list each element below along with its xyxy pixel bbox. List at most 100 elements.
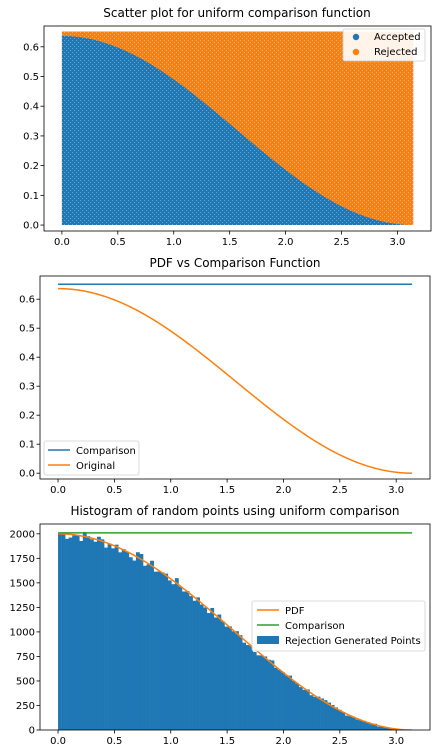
hist-legend: PDF Comparison Rejection Generated Point… — [251, 600, 426, 652]
y-tick-label: 750 — [16, 652, 35, 663]
x-tick-label: 0.5 — [106, 736, 122, 747]
hist-frame — [39, 523, 431, 731]
pdf-lines — [58, 283, 413, 474]
hist-lines — [58, 532, 413, 730]
histogram-bar — [373, 723, 378, 730]
x-tick-label: 3.0 — [388, 736, 404, 747]
x-tick-label: 1.5 — [222, 237, 238, 248]
pdf-xticks: 0.0 0.5 1.0 1.5 2.0 2.5 3.0 — [50, 479, 404, 496]
x-tick-label: 2.0 — [278, 237, 294, 248]
histogram-bar — [305, 689, 310, 730]
legend-comparison2-label: Comparison — [285, 621, 345, 632]
y-tick-label: 250 — [16, 701, 35, 712]
histogram-bar — [231, 631, 236, 730]
histogram-bar — [89, 539, 94, 730]
y-tick-label: 0.4 — [19, 353, 35, 364]
histogram-bar — [277, 669, 282, 730]
histogram-bar — [330, 704, 335, 730]
y-tick-label: 1750 — [10, 554, 35, 565]
histogram-bar — [266, 659, 271, 730]
histogram-bar — [58, 533, 62, 730]
histogram-bar — [79, 540, 84, 730]
histogram-bar — [366, 721, 370, 730]
histogram-bar — [355, 719, 360, 730]
y-tick-label: 0.2 — [23, 161, 39, 172]
histogram-bar — [228, 626, 232, 730]
hist-title: Histogram of random points using uniform… — [70, 504, 399, 518]
hist-xticks: 0.0 0.5 1.0 1.5 2.0 2.5 3.0 — [50, 730, 404, 747]
scatter-title: Scatter plot for uniform comparison func… — [103, 6, 370, 20]
y-tick-label: 1250 — [10, 603, 35, 614]
histogram-bar — [93, 541, 98, 730]
histogram-bar — [181, 591, 186, 730]
histogram-bar — [337, 709, 342, 730]
x-tick-label: 0.0 — [50, 736, 66, 747]
histogram-bar — [111, 548, 115, 730]
histogram-bar — [114, 544, 119, 730]
x-tick-label: 0.0 — [54, 237, 70, 248]
histogram-bar — [362, 720, 367, 730]
x-tick-label: 1.0 — [163, 485, 179, 496]
histogram-bar — [309, 695, 314, 730]
legend-rejected-label: Rejected — [374, 47, 418, 58]
histogram-bar — [344, 715, 349, 730]
x-tick-label: 3.0 — [388, 485, 404, 496]
hist-bars — [58, 531, 413, 730]
histogram-bar — [242, 642, 247, 730]
x-tick-label: 2.5 — [332, 736, 348, 747]
series-line-pdf — [58, 533, 413, 730]
x-tick-label: 2.5 — [332, 485, 348, 496]
histogram-bar — [298, 687, 303, 730]
histogram-bar — [146, 564, 151, 730]
y-tick-label: 0.2 — [19, 411, 35, 422]
histogram-bar — [139, 553, 144, 730]
histogram-bar — [199, 604, 204, 730]
histogram-bar — [125, 551, 130, 730]
histogram-bar — [128, 557, 133, 730]
histogram-bar — [323, 700, 328, 730]
legend-original-label: Original — [76, 461, 115, 472]
histogram-bar — [387, 728, 392, 730]
scatter-legend: Accepted Rejected — [342, 28, 426, 62]
histogram-bar — [213, 617, 218, 730]
x-tick-label: 2.0 — [276, 736, 292, 747]
histogram-bar — [351, 717, 356, 730]
x-tick-label: 0.5 — [110, 237, 126, 248]
histogram-bar — [150, 560, 154, 730]
legend-accepted-marker — [352, 33, 360, 41]
histogram-bar — [369, 724, 374, 730]
series-line-original — [58, 287, 413, 474]
histogram-bar — [256, 655, 261, 730]
histogram-bar — [203, 607, 208, 730]
histogram-bar — [295, 683, 300, 730]
histogram-bar — [135, 552, 140, 730]
histogram-bar — [224, 626, 229, 730]
histogram-bar — [160, 572, 165, 730]
histogram-bar — [316, 696, 321, 730]
scatter-yticks: 0.0 0.1 0.2 0.3 0.4 0.5 0.6 — [23, 42, 44, 232]
histogram-bar — [164, 573, 169, 730]
histogram-bar — [171, 584, 176, 730]
histogram-bar — [185, 591, 190, 730]
histogram-bar — [235, 631, 239, 730]
scatter-frame — [43, 25, 432, 232]
histogram-bar — [320, 698, 324, 730]
x-tick-label: 1.5 — [219, 485, 235, 496]
histogram-bar — [383, 727, 388, 730]
histogram-bar — [281, 672, 285, 730]
histogram-bar — [68, 537, 73, 730]
y-tick-label: 0.3 — [19, 382, 35, 393]
histogram-bar — [263, 656, 268, 730]
y-tick-label: 0.5 — [23, 72, 39, 83]
legend-points-swatch — [257, 636, 279, 644]
histogram-bar — [86, 536, 91, 730]
histogram-bar — [376, 726, 381, 730]
x-tick-label: 1.5 — [219, 736, 235, 747]
y-tick-label: 1000 — [10, 627, 35, 638]
y-tick-label: 0.0 — [23, 221, 39, 232]
histogram-bar — [143, 565, 147, 730]
histogram-bar — [192, 600, 197, 730]
histogram-bar — [100, 539, 105, 730]
y-tick-label: 0.1 — [23, 191, 39, 202]
